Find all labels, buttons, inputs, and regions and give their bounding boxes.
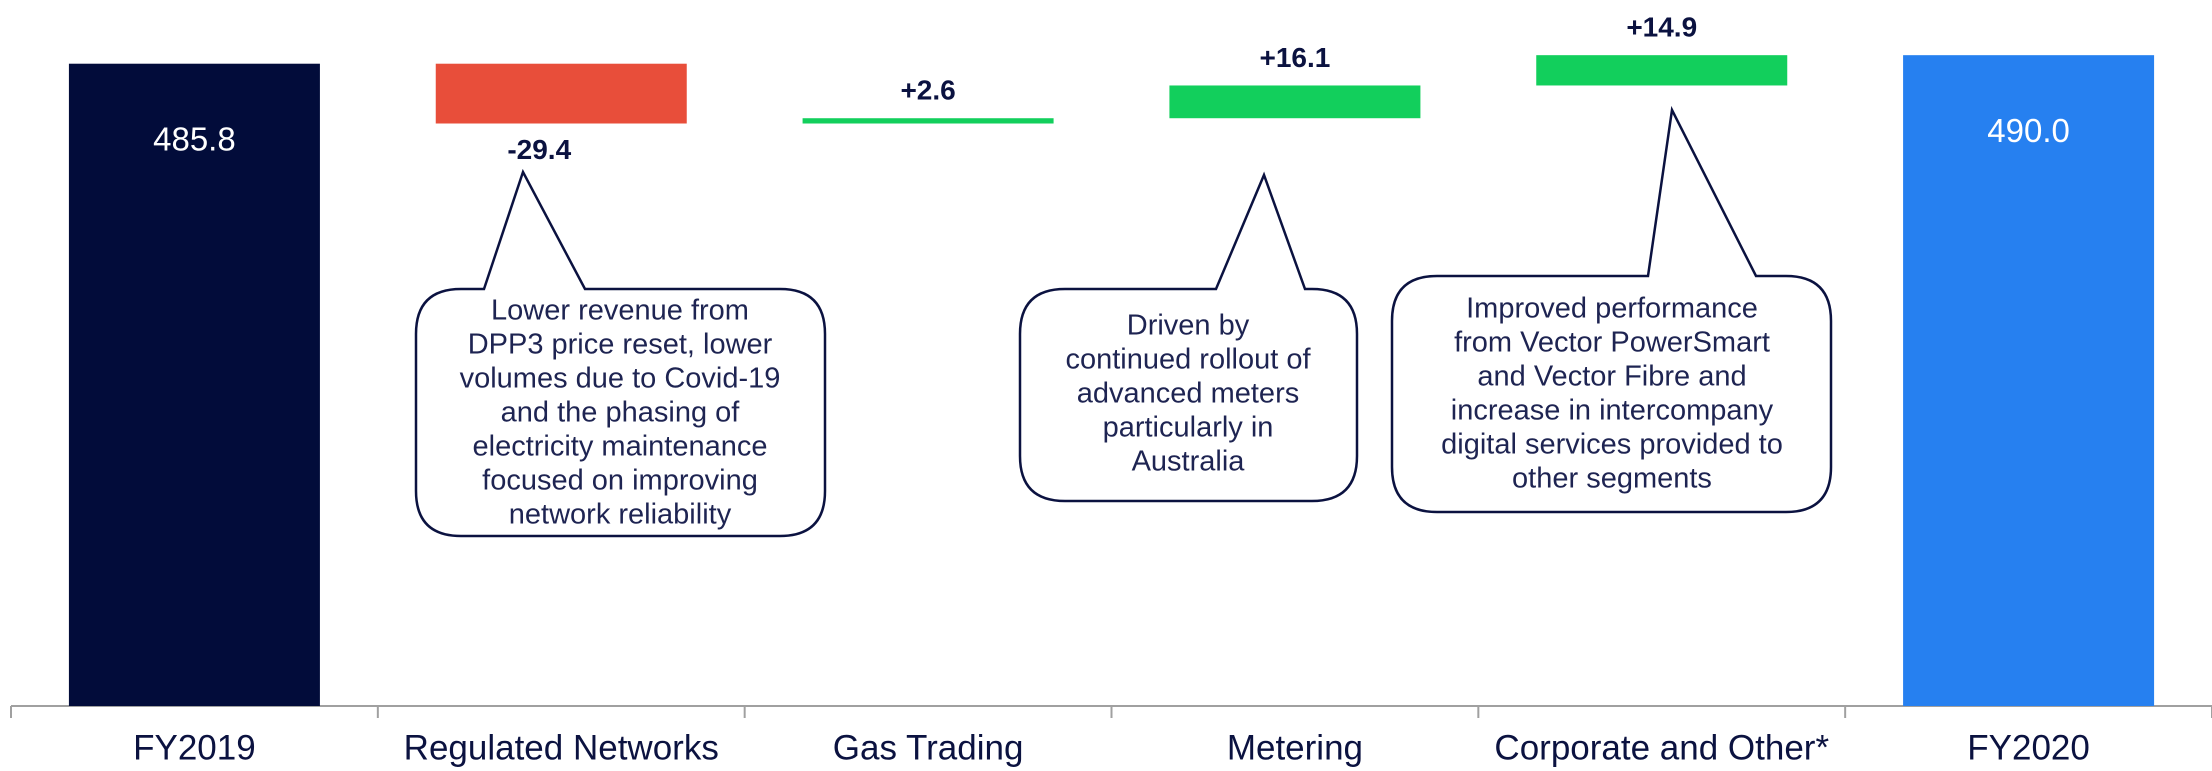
callout-text: Driven by — [1127, 310, 1250, 342]
value-label: +2.6 — [900, 75, 955, 106]
x-tick-label: Regulated Networks — [404, 728, 719, 767]
callout-text: continued rollout of — [1065, 344, 1311, 376]
callout-text: Lower revenue from — [491, 295, 749, 327]
bar — [802, 118, 1054, 124]
value-label: 485.8 — [153, 120, 236, 157]
callout-text: digital services provided to — [1441, 429, 1783, 461]
callout-text: other segments — [1512, 463, 1712, 495]
callout-text: increase in intercompany — [1451, 395, 1774, 427]
callout-text: particularly in — [1103, 412, 1274, 444]
callout-text: and the phasing of — [501, 397, 741, 429]
callout — [1018, 171, 1359, 503]
callout-text: advanced meters — [1077, 378, 1299, 410]
callout-text: electricity maintenance — [473, 431, 768, 463]
x-tick-label: FY2020 — [1967, 728, 2090, 767]
bar — [68, 63, 320, 707]
x-tick-label: FY2019 — [133, 728, 256, 767]
x-tick-label: Metering — [1227, 728, 1363, 767]
callout-text: Australia — [1132, 446, 1246, 478]
bar — [1536, 55, 1788, 86]
bar — [1169, 85, 1421, 119]
x-tick-label: Corporate and Other* — [1494, 728, 1829, 767]
callout-text: focused on improving — [482, 465, 758, 497]
callout — [1390, 105, 1833, 514]
bar — [435, 63, 687, 124]
callout-text: and Vector Fibre and — [1477, 361, 1746, 393]
value-label: 490.0 — [1987, 112, 2070, 149]
callout-text: network reliability — [509, 499, 732, 531]
value-label: +14.9 — [1626, 12, 1697, 43]
value-label: +16.1 — [1259, 42, 1330, 73]
callout-text: from Vector PowerSmart — [1454, 327, 1770, 359]
bar — [1903, 55, 2155, 706]
value-label: -29.4 — [507, 134, 571, 165]
callout-text: volumes due to Covid-19 — [460, 363, 781, 395]
x-tick-label: Gas Trading — [833, 728, 1024, 767]
callout-text: DPP3 price reset, lower — [468, 329, 773, 361]
callout-text: Improved performance — [1466, 293, 1758, 325]
callout — [414, 168, 827, 538]
